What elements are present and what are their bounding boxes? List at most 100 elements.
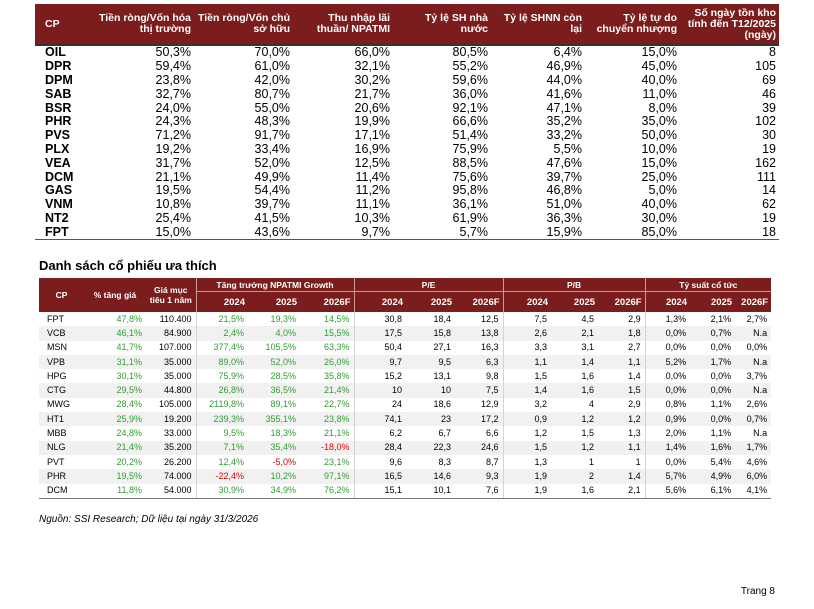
header-cell: Tỷ lệ SHNN còn lại: [491, 4, 585, 45]
growth-cell: -22,4%: [195, 469, 248, 484]
pb-cell: 1,1: [598, 354, 646, 370]
value-cell: 15,0%: [641, 155, 677, 170]
pb-cell: 1,2: [502, 426, 552, 441]
ticker-cell: SAB: [45, 86, 72, 101]
value-cell: 71,2%: [155, 128, 191, 143]
value-cell: 43,6%: [194, 225, 293, 241]
pb-cell: 1,4: [598, 469, 646, 484]
value-cell: 5,7%: [393, 225, 491, 241]
growth-cell: 105,5%: [265, 342, 296, 353]
div-cell: N.a: [735, 383, 772, 398]
value-cell: 49,9%: [254, 169, 290, 184]
pb-cell: 1,4: [551, 354, 599, 370]
div-cell: 4,9%: [690, 469, 736, 484]
ticker-cell: MBB: [47, 428, 67, 439]
table-row: MWG 28,4% 105.000 2119,8% 89,1% 22,7% 24 18,6 12…: [39, 397, 771, 413]
growth-cell: 9,5%: [195, 426, 248, 441]
div-cell: 1,7%: [735, 440, 772, 455]
value-cell: 48,3%: [254, 114, 290, 129]
growth-cell: 355,1%: [248, 412, 300, 427]
div-cell: 0,0%: [746, 342, 768, 353]
pb-cell: 1,5: [502, 369, 552, 384]
value-cell: 46,9%: [546, 59, 582, 74]
table-row: PHR 19,5% 74.000 -22,4% 10,2% 97,1% 16,5 14,6 9,…: [39, 469, 772, 484]
ticker-cell: VNM: [45, 197, 73, 212]
upside-cell: 29,5%: [84, 383, 146, 398]
value-cell: 36,3%: [546, 210, 582, 225]
ticker-cell: HT1: [39, 412, 84, 427]
value-cell: 14: [762, 183, 776, 198]
div-cell: 2,7%: [746, 313, 768, 324]
pe-cell: 28,4: [353, 440, 407, 455]
pb-cell: 1,3: [502, 454, 552, 470]
div-cell: 0,0%: [710, 370, 732, 381]
pb-cell: 0,9: [502, 412, 552, 427]
pe-cell: 8,3: [438, 456, 452, 467]
pe-cell: 12,9: [481, 399, 499, 410]
growth-cell: 63,3%: [323, 342, 350, 353]
pe-cell: 9,5: [406, 354, 456, 370]
ticker-cell: BSR: [45, 100, 72, 115]
value-cell: 17,1%: [354, 128, 390, 143]
source-note: Nguồn: SSI Research; Dữ liệu tại ngày 31…: [39, 514, 259, 525]
ticker-cell: CTG: [39, 383, 84, 398]
header-cell: Tiền ròng/Vốn hóa thị trường: [95, 4, 194, 45]
header-year: 2025: [248, 291, 300, 312]
header-group-pe: P/E: [353, 278, 504, 292]
growth-cell: 34,9%: [248, 483, 300, 499]
pb-cell: 1,5: [581, 428, 595, 439]
table-row: VEA 31,7% 52,0% 12,5% 88,5% 47,6% 15,0% 162: [35, 156, 779, 170]
pb-cell: 2,6: [502, 326, 552, 341]
pe-cell: 16,3: [481, 342, 499, 353]
value-cell: 59,4%: [155, 59, 191, 74]
div-cell: 3,7%: [746, 370, 768, 381]
value-cell: 91,7%: [254, 128, 290, 143]
value-cell: 36,1%: [452, 197, 488, 212]
header-cell: Tỷ lệ SH nhà nước: [393, 4, 491, 45]
pe-cell: 12,5: [481, 313, 499, 324]
header-group-dividend: Tỷ suất cổ tức: [644, 278, 772, 292]
value-cell: 6,4%: [491, 44, 585, 60]
target-price-cell: 33.000: [163, 428, 192, 439]
value-cell: 19,9%: [354, 114, 390, 129]
growth-cell: 30,9%: [195, 483, 248, 499]
header-year: 2024: [502, 291, 552, 312]
pb-cell: 3,1: [581, 342, 595, 353]
table-row: BSR 24,0% 55,0% 20,6% 92,1% 47,1% 8,0% 39: [35, 101, 779, 115]
value-cell: 11,0%: [642, 86, 677, 101]
value-cell: 8: [680, 44, 779, 60]
pe-cell: 9,3: [455, 469, 504, 484]
pb-cell: 1,2: [551, 440, 599, 455]
pe-cell: 50,4: [353, 340, 407, 355]
upside-cell: 11,8%: [84, 483, 146, 499]
ticker-cell: VCB: [39, 326, 84, 341]
pe-cell: 7,5: [455, 383, 504, 398]
pe-cell: 22,3: [406, 440, 456, 455]
target-price-cell: 105.000: [158, 399, 192, 410]
target-price-cell: 35.200: [146, 440, 196, 455]
ticker-cell: DPM: [45, 72, 73, 87]
value-cell: 54,4%: [254, 183, 290, 198]
pb-cell: 1,8: [598, 326, 646, 341]
value-cell: 12,5%: [354, 155, 390, 170]
pb-cell: 3,2: [502, 397, 552, 413]
ticker-cell: DPR: [45, 59, 72, 74]
pb-cell: 1,9: [502, 483, 552, 499]
growth-cell: 2119,8%: [195, 397, 248, 413]
header-group-pb: P/B: [502, 278, 646, 292]
div-cell: 0,0%: [644, 383, 691, 398]
pb-cell: 7,5: [502, 312, 552, 327]
growth-cell: 15,5%: [300, 326, 355, 341]
header-year: 2025: [406, 291, 456, 312]
div-cell: 1,6%: [690, 440, 736, 455]
section-title: Danh sách cổ phiếu ưa thích: [39, 258, 217, 273]
pb-cell: 2,9: [628, 399, 641, 410]
growth-cell: 23,1%: [323, 456, 350, 467]
value-cell: 85,0%: [585, 225, 680, 241]
ratio-table: CP Tiền ròng/Vốn hóa thị trường Tiền ròn…: [35, 4, 779, 241]
table-row: GAS 19,5% 54,4% 11,2% 95,8% 46,8% 5,0% 14: [35, 184, 779, 198]
upside-cell: 21,4%: [84, 440, 146, 455]
div-cell: 0,7%: [690, 326, 736, 341]
pb-cell: 2,1: [598, 483, 646, 499]
pb-cell: 1,2: [598, 412, 646, 427]
